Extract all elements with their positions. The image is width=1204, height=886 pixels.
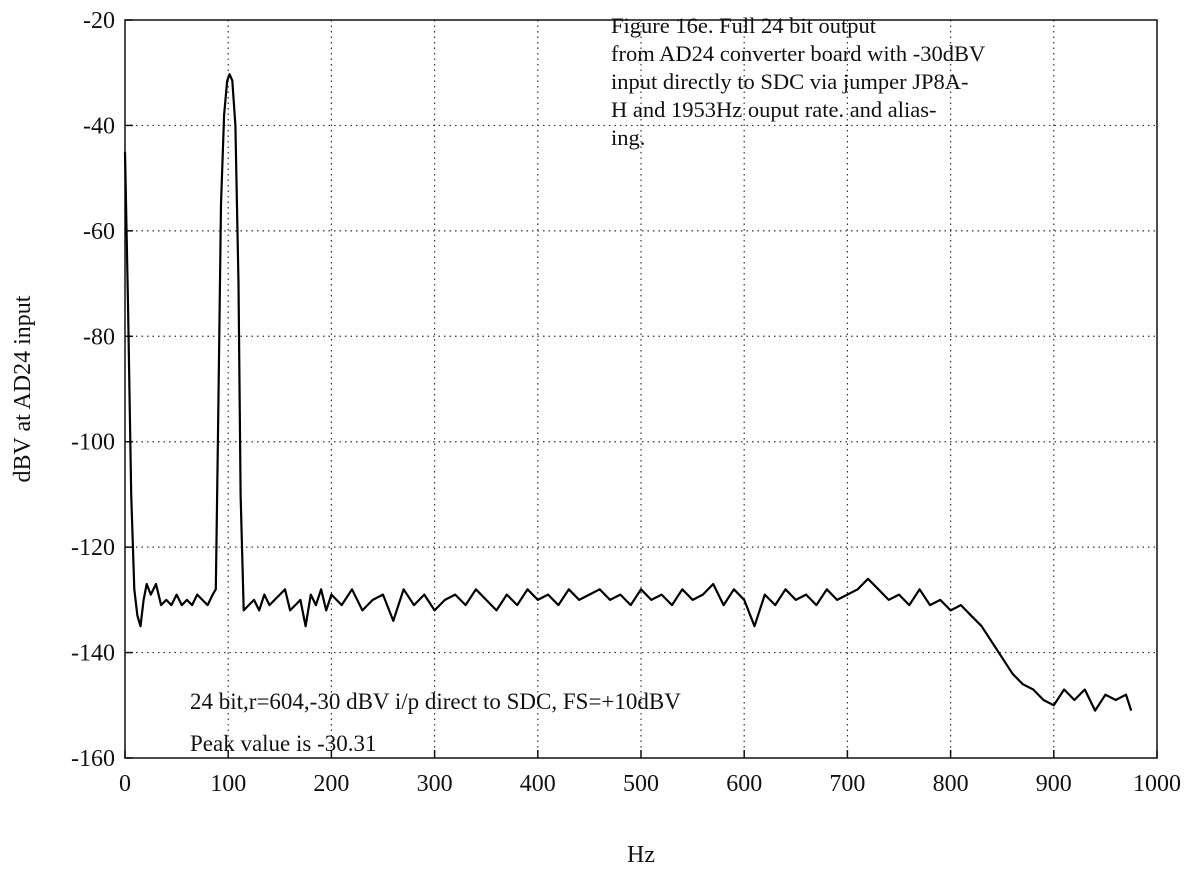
series-line — [123, 73, 1133, 712]
y-tick-label: -40 — [83, 113, 115, 139]
x-axis-title: Hz — [627, 842, 655, 868]
caption-line: Figure 16e. Full 24 bit output — [611, 13, 877, 38]
x-tick-label: 100 — [210, 771, 246, 797]
x-tick-label: 800 — [933, 771, 969, 797]
grid-lines — [125, 20, 1157, 758]
x-tick-label: 900 — [1036, 771, 1072, 797]
x-tick-label: 300 — [417, 771, 453, 797]
y-tick-label: -80 — [83, 324, 115, 350]
y-tick-label: -60 — [83, 219, 115, 245]
y-axis-title: dBV at AD24 input — [10, 295, 36, 482]
y-tick-label: -120 — [71, 535, 115, 561]
figure-caption: Figure 16e. Full 24 bit output from AD24… — [611, 12, 996, 152]
y-axis-ticks: -20 -40 -60 -80 -100 -120 -140 -160 — [71, 8, 133, 772]
x-axis-ticks: 0 100 200 300 400 500 600 700 800 900 1000 — [119, 750, 1181, 797]
y-tick-label: -100 — [71, 430, 115, 456]
x-tick-label: 600 — [726, 771, 762, 797]
caption-line: from AD24 converter board with -30dBV — [611, 41, 986, 66]
caption-line: ing. — [611, 125, 646, 150]
x-tick-label: 400 — [520, 771, 556, 797]
y-tick-label: -160 — [71, 746, 115, 772]
caption-line: H and 1953Hz ouput rate. and alias- — [611, 97, 937, 122]
x-tick-label: 1000 — [1133, 771, 1181, 797]
caption-line: input directly to SDC via jumper JP8A- — [611, 69, 969, 94]
annotation-settings: 24 bit,r=604,-30 dBV i/p direct to SDC, … — [190, 689, 681, 714]
x-tick-label: 0 — [119, 771, 131, 797]
x-tick-label: 200 — [313, 771, 349, 797]
y-tick-label: -140 — [71, 641, 115, 667]
x-tick-label: 700 — [829, 771, 865, 797]
x-tick-label: 500 — [623, 771, 659, 797]
annotation-peak: Peak value is -30.31 — [190, 731, 377, 756]
y-tick-label: -20 — [83, 8, 115, 34]
